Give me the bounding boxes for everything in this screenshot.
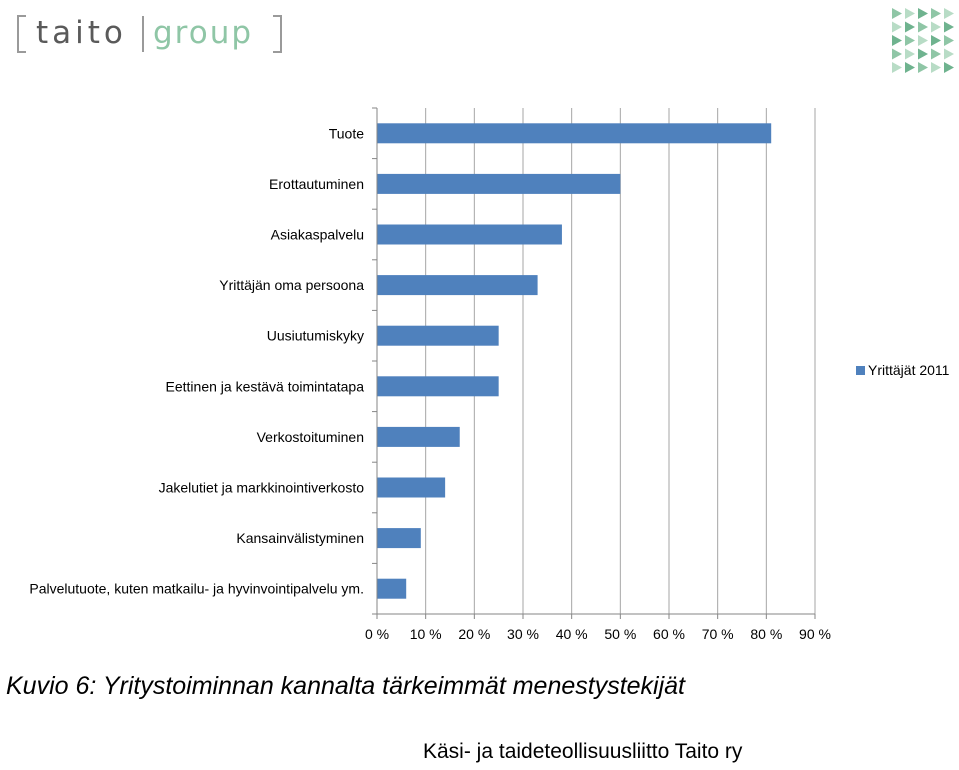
footer-organization: Käsi- ja taideteollisuusliitto Taito ry: [423, 740, 743, 763]
category-label: Eettinen ja kestävä toimintatapa: [166, 378, 365, 394]
x-tick-label: 0 %: [365, 626, 389, 642]
logo-triangle: [944, 48, 954, 60]
x-tick-label: 70 %: [702, 626, 734, 642]
category-label: Tuote: [329, 125, 364, 141]
category-label: Kansainvälistyminen: [236, 530, 364, 546]
logo-triangle: [892, 8, 902, 19]
x-tick-labels: 0 % 10 % 20 % 30 % 40 % 50 % 60 % 70 % 80 % 90 %: [365, 626, 831, 642]
bar: [377, 173, 621, 194]
legend: Yrittäjät 2011: [856, 362, 950, 378]
logo-triangle: [931, 21, 941, 33]
logo-triangle: [892, 62, 902, 73]
logo-triangle: [892, 48, 902, 60]
x-tick-label: 30 %: [507, 626, 539, 642]
category-label: Erottautuminen: [269, 176, 364, 192]
logo-triangle: [892, 35, 902, 46]
logo-triangle: [944, 8, 954, 19]
legend-swatch: [856, 366, 865, 375]
category-label: Asiakaspalvelu: [271, 227, 364, 243]
logo-triangle: [918, 35, 928, 46]
taito-triangle-logo: [892, 8, 954, 73]
axes: [372, 107, 816, 619]
logo-triangle: [918, 8, 928, 19]
x-tick-label: 60 %: [653, 626, 685, 642]
bar: [377, 275, 538, 296]
logo-triangle: [944, 62, 954, 73]
logo-triangle: [905, 21, 915, 33]
x-tick-label: 80 %: [750, 626, 782, 642]
logo-word-taito: taito: [36, 15, 127, 51]
logo-triangle: [905, 8, 915, 19]
logo-triangle: [905, 62, 915, 73]
logo-triangle: [931, 48, 941, 60]
bar: [377, 578, 407, 599]
x-tick-label: 50 %: [604, 626, 636, 642]
bar-chart: Tuote Erottautuminen Asiakaspalvelu Yrittäj…: [29, 107, 950, 642]
bar: [377, 477, 446, 498]
logo-word-group: group: [153, 15, 253, 51]
x-tick-label: 90 %: [799, 626, 831, 642]
bar: [377, 376, 499, 397]
figure-caption: Kuvio 6: Yritystoiminnan kannalta tärkei…: [6, 672, 686, 700]
category-label: Verkostoituminen: [257, 429, 364, 445]
category-label: Palvelutuote, kuten matkailu- ja hyvinvo…: [29, 581, 364, 597]
logo-triangle: [931, 8, 941, 19]
x-tick-label: 40 %: [556, 626, 588, 642]
bars: [377, 123, 772, 599]
x-tick-label: 20 %: [458, 626, 490, 642]
category-label: Jakelutiet ja markkinointiverkosto: [159, 480, 365, 496]
bar: [377, 123, 772, 144]
logo-triangle: [944, 21, 954, 33]
legend-label: Yrittäjät 2011: [868, 362, 950, 378]
logo-triangle: [931, 62, 941, 73]
logo-triangle: [905, 48, 915, 60]
category-label: Uusiutumiskyky: [267, 328, 364, 344]
category-label: Yrittäjän oma persoona: [219, 277, 364, 293]
logo-triangle: [931, 35, 941, 46]
bar: [377, 325, 499, 346]
logo-triangle: [892, 21, 902, 33]
bar: [377, 224, 562, 245]
category-labels: Tuote Erottautuminen Asiakaspalvelu Yrittäj…: [29, 125, 364, 596]
taito-group-logo: taito group: [17, 15, 282, 53]
logo-triangle: [918, 62, 928, 73]
logo-triangle: [918, 21, 928, 33]
logo-triangle: [944, 35, 954, 46]
logo-triangle: [905, 35, 915, 46]
bar: [377, 528, 421, 549]
bar: [377, 426, 460, 447]
x-tick-label: 10 %: [410, 626, 442, 642]
logo-triangle: [918, 48, 928, 60]
